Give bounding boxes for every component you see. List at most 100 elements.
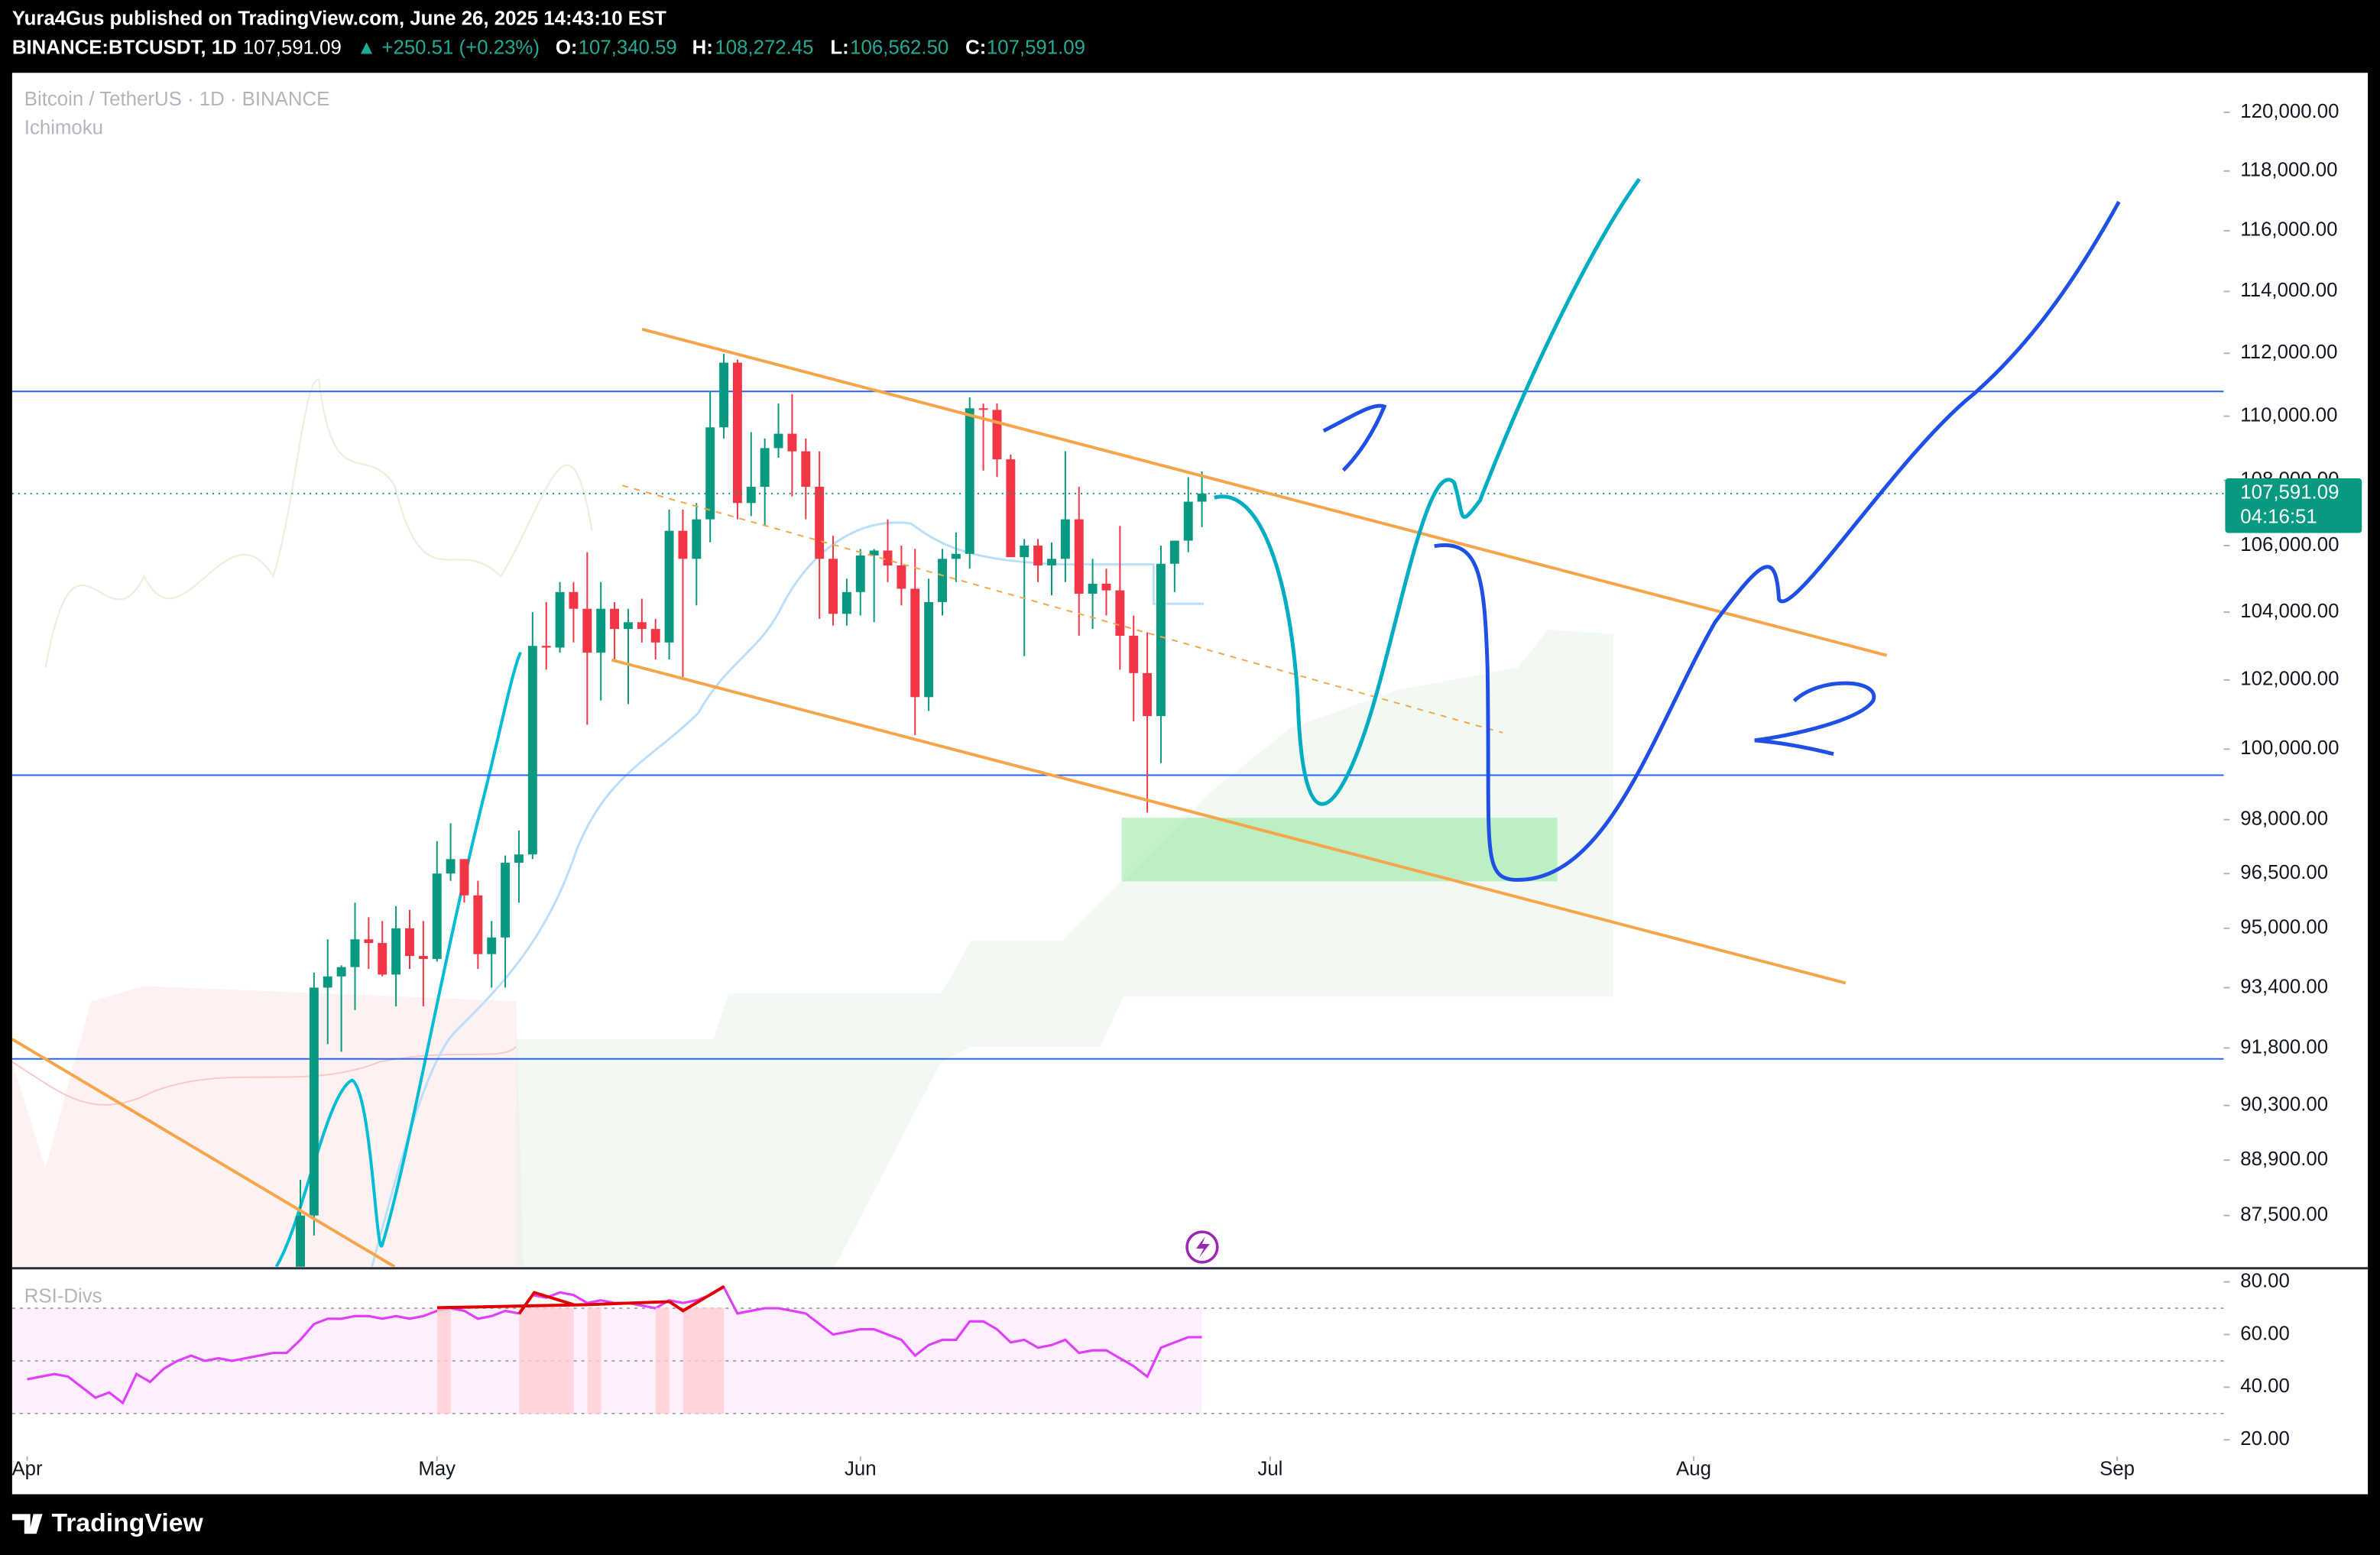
candle-body [432, 873, 442, 959]
y-tick-label: 96,500.00 [2240, 862, 2328, 883]
candle-body [1060, 519, 1070, 559]
candle-body [678, 530, 688, 559]
change: ▲ +250.51 (+0.23%) [357, 37, 540, 58]
candle-body [1115, 590, 1125, 636]
channel-upper [641, 327, 1888, 657]
candle-body [1197, 493, 1207, 502]
candle-body [951, 553, 961, 559]
candle-body [760, 448, 770, 488]
candle-body [501, 863, 511, 938]
last-price-tag [2225, 478, 2362, 533]
candle-body [992, 410, 1002, 460]
candle-body [801, 451, 811, 488]
candle-body [473, 895, 483, 954]
publisher: Yura4Gus published on TradingView.com, J… [12, 8, 666, 30]
candle-body [350, 939, 360, 967]
y-tick-label: 120,000.00 [2240, 101, 2339, 122]
scribble [1754, 681, 1876, 756]
cloud-red [11, 986, 524, 1267]
candle-body [773, 433, 783, 449]
candle-body [938, 559, 947, 602]
candle-body [869, 550, 879, 556]
candle-body [364, 939, 374, 944]
high: 108,272.45 [715, 37, 813, 58]
y-tick-label: 104,000.00 [2240, 601, 2339, 622]
candle-body [514, 854, 524, 863]
candle-body [610, 608, 620, 630]
span-b [11, 1046, 517, 1106]
candle-body [527, 646, 537, 855]
y-tick-label: 110,000.00 [2240, 405, 2337, 426]
candle-body [705, 427, 715, 520]
candle-body [309, 987, 319, 1216]
event-icon-bolt [1195, 1236, 1210, 1258]
candle-body [692, 519, 702, 559]
chart-title: Bitcoin / TetherUS · 1D · BINANCE [24, 89, 330, 110]
candle-body [910, 588, 920, 698]
div-highlight [655, 1307, 670, 1414]
candle-body [924, 601, 934, 698]
candle-body [405, 928, 414, 957]
o-label: O: [556, 37, 578, 58]
candle-body [1183, 501, 1193, 541]
lagging-span [44, 378, 593, 668]
symbol: BINANCE:BTCUSDT, 1D [12, 37, 237, 58]
brand: TradingView [52, 1508, 204, 1537]
candle-body [978, 408, 988, 410]
candle-body [1047, 559, 1056, 565]
y-tick-label: 102,000.00 [2240, 669, 2339, 690]
candle-body [623, 622, 633, 630]
candle-body [596, 608, 606, 653]
y-tick-label: 40.00 [2240, 1375, 2290, 1397]
candle-body [637, 622, 647, 630]
scenario-1 [1214, 177, 1641, 806]
base-line [371, 521, 1204, 1267]
candle-body [1169, 540, 1179, 564]
footer [0, 1494, 2380, 1555]
candle-body [965, 408, 974, 554]
candle-body [296, 1215, 305, 1267]
indicator-label: Ichimoku [24, 118, 103, 139]
y-tick-label: 98,000.00 [2240, 808, 2328, 830]
candle-body [1006, 459, 1016, 558]
scenario-2 [1434, 200, 2121, 882]
y-tick-label: 91,800.00 [2240, 1036, 2328, 1058]
l-label: L: [830, 37, 848, 58]
candle-body [569, 591, 579, 609]
main-pane [11, 177, 2224, 1267]
last-price-label: 107,591.09 [2240, 482, 2339, 504]
candle-body [1129, 635, 1139, 673]
rsi-pane [11, 1284, 2224, 1414]
candle-body [1033, 546, 1043, 565]
rsi-marks [11, 1285, 2224, 1414]
c-label: C: [965, 37, 986, 58]
y-tick-label: 80.00 [2240, 1270, 2290, 1291]
candle-body [828, 559, 838, 614]
scribble [1322, 403, 1387, 472]
candle-body [787, 433, 797, 452]
div-highlight [519, 1307, 574, 1414]
y-tick-label: 93,400.00 [2240, 976, 2328, 997]
x-tick-label: Aug [1676, 1459, 1711, 1480]
candle-body [391, 928, 401, 975]
candle-body [336, 967, 346, 977]
y-tick-label: 118,000.00 [2240, 160, 2337, 181]
trend-line [11, 1038, 396, 1267]
y-tick-label: 87,500.00 [2240, 1204, 2328, 1226]
div-highlight [683, 1307, 725, 1414]
candle-body [719, 362, 729, 428]
x-tick-label: May [418, 1459, 456, 1480]
candle-body [378, 943, 387, 975]
candle-body [555, 591, 565, 648]
candle-body [841, 591, 851, 614]
candle-body [1088, 583, 1098, 594]
close: 107,591.09 [987, 37, 1085, 58]
candle-body [732, 362, 742, 504]
y-tick-label: 114,000.00 [2240, 280, 2337, 301]
rsi-title: RSI-Divs [24, 1285, 102, 1307]
conversion-line [274, 651, 522, 1267]
countdown: 04:16:51 [2240, 506, 2317, 527]
candle-body [883, 550, 893, 565]
candle-body [1020, 546, 1029, 558]
x-tick-label: Jun [845, 1459, 877, 1480]
